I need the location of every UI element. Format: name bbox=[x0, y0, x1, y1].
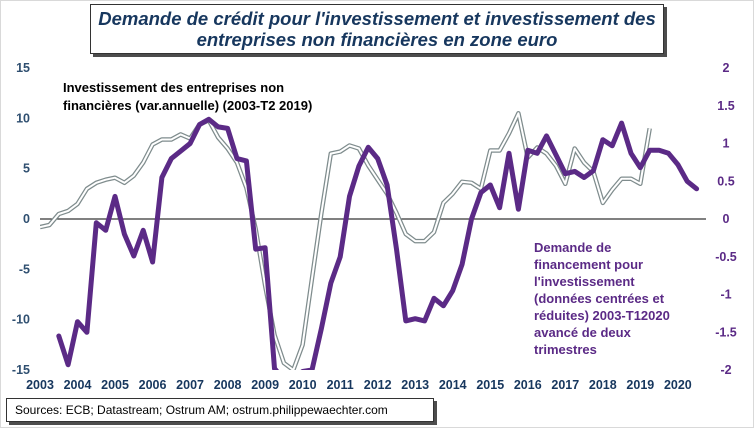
right-tick-label: 1 bbox=[723, 137, 730, 151]
credit-demand-series-line bbox=[56, 116, 700, 370]
investment-annotation: Investissement des entreprises non finan… bbox=[63, 80, 312, 113]
right-tick-label: 2 bbox=[723, 61, 730, 75]
investment-annotation-line: Investissement des entreprises non bbox=[63, 80, 284, 95]
x-tick-label: 2011 bbox=[327, 378, 354, 392]
right-tick-label: -2 bbox=[720, 363, 731, 377]
right-tick-label: 1.5 bbox=[717, 99, 734, 113]
credit-annotation: Demande de financement pour l'investisse… bbox=[534, 240, 673, 357]
chart-title-box: Demande de crédit pour l'investissement … bbox=[90, 4, 664, 54]
right-tick-label: 0 bbox=[723, 212, 730, 226]
credit-annotation-line: réduites) 2003-T12020 bbox=[534, 308, 670, 323]
left-tick-label: 0 bbox=[23, 212, 30, 226]
x-tick-label: 2005 bbox=[101, 378, 129, 392]
right-axis: 2 1.5 1 0.5 0 -0.5 -1 -1.5 -2 bbox=[715, 61, 737, 377]
x-tick-label: 2020 bbox=[664, 378, 692, 392]
x-tick-label: 2008 bbox=[214, 378, 242, 392]
right-tick-label: -0.5 bbox=[715, 250, 737, 264]
left-tick-label: 10 bbox=[16, 111, 30, 125]
x-tick-label: 2006 bbox=[139, 378, 167, 392]
credit-annotation-line: avancé de deux bbox=[534, 325, 632, 340]
right-tick-label: -1.5 bbox=[715, 325, 737, 339]
investment-series-line bbox=[40, 112, 651, 370]
x-tick-label: 2019 bbox=[626, 378, 654, 392]
x-tick-label: 2014 bbox=[439, 378, 467, 392]
x-tick-label: 2013 bbox=[401, 378, 429, 392]
credit-annotation-line: financement pour bbox=[534, 257, 643, 272]
credit-annotation-line: l'investissement bbox=[534, 274, 635, 289]
x-tick-label: 2007 bbox=[176, 378, 204, 392]
left-tick-label: 5 bbox=[23, 162, 30, 176]
x-tick-label: 2012 bbox=[364, 378, 392, 392]
x-axis: 2003 2004 2005 2006 2007 2008 2009 2010 2011 2012… bbox=[26, 378, 692, 392]
left-tick-label: 15 bbox=[16, 61, 30, 75]
credit-annotation-line: trimestres bbox=[534, 342, 597, 357]
x-tick-label: 2003 bbox=[26, 378, 54, 392]
left-tick-label: -5 bbox=[19, 262, 30, 276]
x-tick-label: 2009 bbox=[251, 378, 279, 392]
left-tick-label: -15 bbox=[12, 363, 30, 377]
chart-title: Demande de crédit pour l'investissement … bbox=[98, 8, 656, 50]
x-tick-label: 2018 bbox=[589, 378, 617, 392]
credit-annotation-line: (données centrées et bbox=[534, 291, 665, 306]
x-tick-label: 2016 bbox=[514, 378, 542, 392]
x-tick-label: 2017 bbox=[551, 378, 579, 392]
credit-annotation-line: Demande de bbox=[534, 240, 611, 255]
x-tick-label: 2010 bbox=[289, 378, 317, 392]
source-box: Sources: ECB; Datastream; Ostrum AM; ost… bbox=[6, 398, 434, 422]
left-tick-label: -10 bbox=[12, 313, 30, 327]
investment-annotation-line: financières (var.annuelle) (2003-T2 2019… bbox=[63, 98, 312, 113]
series-group bbox=[40, 111, 700, 370]
source-note: Sources: ECB; Datastream; Ostrum AM; ost… bbox=[15, 403, 388, 417]
x-tick-label: 2015 bbox=[476, 378, 504, 392]
x-tick-label: 2004 bbox=[64, 378, 92, 392]
left-axis: 15 10 5 0 -5 -10 -15 bbox=[12, 61, 30, 377]
right-tick-label: -1 bbox=[720, 288, 731, 302]
right-tick-label: 0.5 bbox=[717, 174, 734, 188]
